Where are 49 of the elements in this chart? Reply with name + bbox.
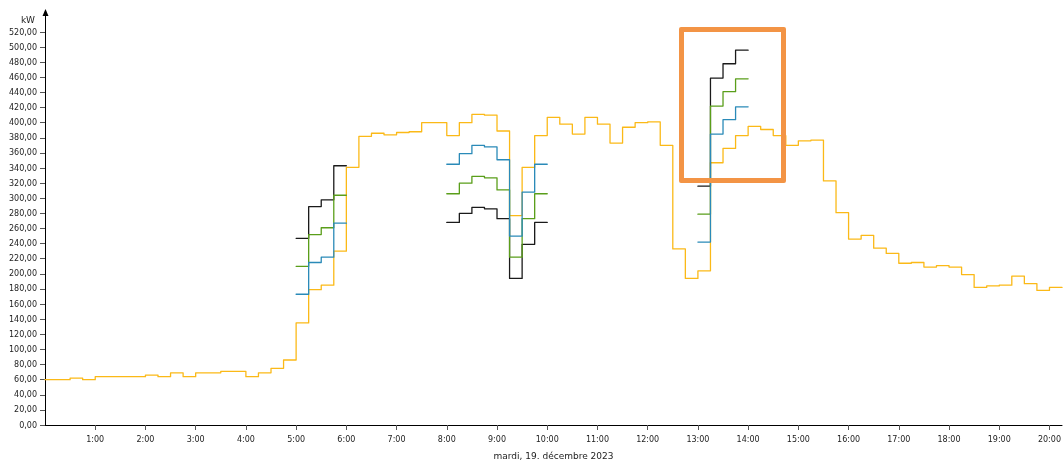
y-tick-label: 120,00 — [9, 329, 37, 339]
y-tick-label: 500,00 — [9, 42, 37, 52]
x-tick-label: 20:00 — [1037, 434, 1061, 444]
y-tick-label: 440,00 — [9, 87, 37, 97]
x-tick-label: 9:00 — [488, 434, 506, 444]
x-tick-label: 18:00 — [937, 434, 961, 444]
x-tick-label: 11:00 — [585, 434, 609, 444]
y-tick-label: 20,00 — [14, 405, 37, 415]
x-tick-label: 19:00 — [987, 434, 1011, 444]
x-tick-label: 1:00 — [86, 434, 105, 444]
x-tick-label: 14:00 — [736, 434, 760, 444]
y-tick-label: 420,00 — [9, 103, 37, 113]
y-tick-label: 360,00 — [9, 148, 37, 158]
y-tick-label: 60,00 — [14, 375, 37, 385]
y-tick-label: 80,00 — [14, 360, 37, 370]
x-tick-label: 17:00 — [887, 434, 911, 444]
y-tick-label: 400,00 — [9, 118, 37, 128]
y-tick-label: 280,00 — [9, 208, 37, 218]
x-tick-label: 4:00 — [236, 434, 255, 444]
y-tick-label: 380,00 — [9, 133, 37, 143]
y-tick-label: 100,00 — [9, 344, 37, 354]
y-tick-label: 520,00 — [9, 27, 37, 37]
y-tick-label: 320,00 — [9, 178, 37, 188]
y-tick-label: 140,00 — [9, 314, 37, 324]
y-tick-label: 300,00 — [9, 193, 37, 203]
y-tick-label: 200,00 — [9, 269, 37, 279]
x-tick-label: 7:00 — [387, 434, 406, 444]
x-tick-label: 2:00 — [136, 434, 155, 444]
x-tick-label: 6:00 — [337, 434, 356, 444]
y-tick-label: 220,00 — [9, 254, 37, 264]
y-tick-label: 0,00 — [19, 420, 37, 430]
x-tick-label: 3:00 — [186, 434, 205, 444]
y-tick-label: 160,00 — [9, 299, 37, 309]
x-tick-label: 12:00 — [636, 434, 660, 444]
y-tick-label: 180,00 — [9, 284, 37, 294]
x-tick-label: 16:00 — [837, 434, 861, 444]
x-tick-label: 5:00 — [287, 434, 306, 444]
x-tick-label: 15:00 — [786, 434, 810, 444]
y-tick-label: 460,00 — [9, 72, 37, 82]
y-tick-label: 40,00 — [14, 390, 37, 400]
x-tick-label: 10:00 — [535, 434, 559, 444]
y-axis-title: kW — [20, 14, 36, 25]
y-tick-label: 340,00 — [9, 163, 37, 173]
x-tick-label: 13:00 — [686, 434, 710, 444]
y-tick-label: 240,00 — [9, 239, 37, 249]
y-tick-label: 480,00 — [9, 57, 37, 67]
x-tick-label: 8:00 — [437, 434, 456, 444]
x-axis-title: mardi, 19. décembre 2023 — [493, 450, 614, 461]
y-tick-label: 260,00 — [9, 224, 37, 233]
